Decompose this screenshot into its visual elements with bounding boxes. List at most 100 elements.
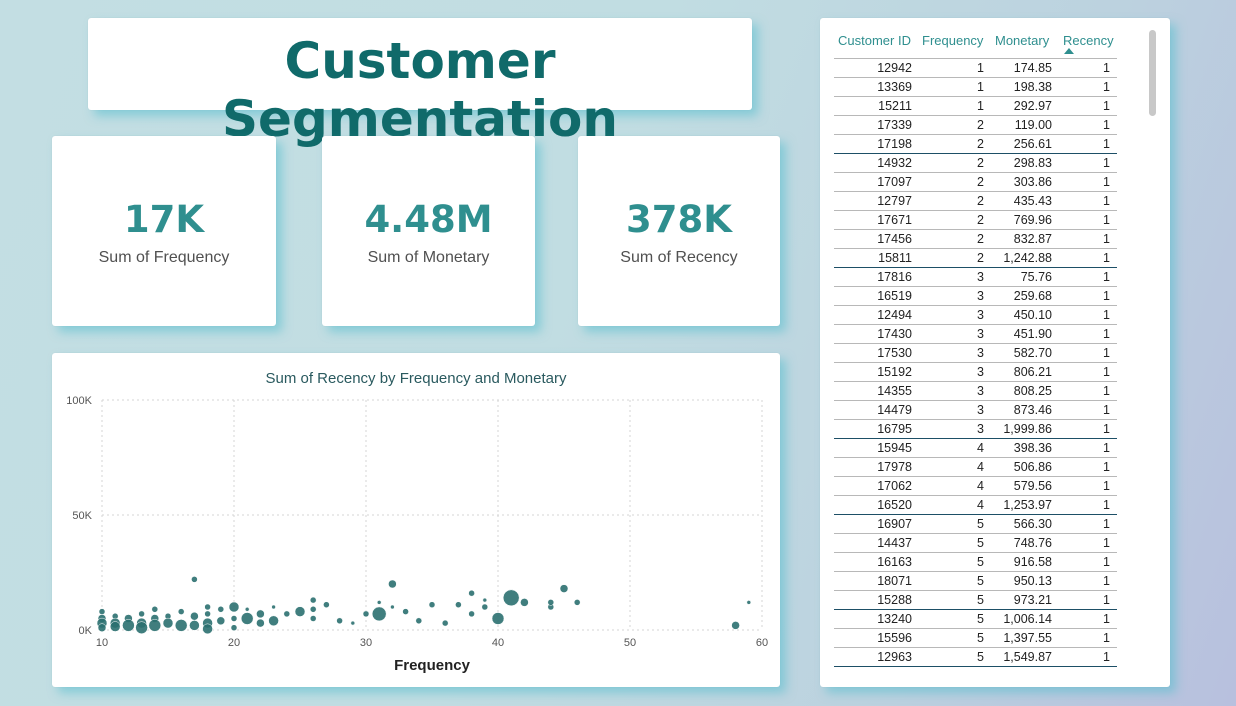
table-row[interactable]: 16907 5 566.30 1: [834, 515, 1117, 534]
scatter-point[interactable]: [151, 606, 159, 613]
scatter-point[interactable]: [502, 589, 520, 607]
scatter-point[interactable]: [376, 600, 382, 605]
table-row[interactable]: 17671 2 769.96 1: [834, 211, 1117, 230]
scatter-point[interactable]: [228, 601, 240, 613]
sort-ascending-icon[interactable]: [1064, 48, 1074, 54]
scatter-point[interactable]: [216, 616, 226, 626]
scatter-point[interactable]: [244, 607, 250, 612]
scatter-point[interactable]: [547, 599, 555, 606]
scatter-point[interactable]: [309, 596, 317, 604]
table-row[interactable]: 16163 5 916.58 1: [834, 553, 1117, 572]
table-row[interactable]: 12942 1 174.85 1: [834, 58, 1117, 78]
table-row[interactable]: 17456 2 832.87 1: [834, 230, 1117, 249]
scatter-point[interactable]: [388, 579, 397, 589]
table-row[interactable]: 15288 5 973.21 1: [834, 591, 1117, 610]
scatter-point[interactable]: [217, 606, 225, 613]
scatter-point[interactable]: [162, 617, 174, 629]
column-header-monetary[interactable]: Monetary: [995, 33, 1050, 48]
scatter-point[interactable]: [573, 599, 581, 606]
scatter-point[interactable]: [468, 610, 475, 618]
scatter-point[interactable]: [230, 615, 238, 622]
scatter-point[interactable]: [177, 608, 185, 615]
scatter-point[interactable]: [491, 612, 505, 625]
scatter-point[interactable]: [390, 604, 395, 610]
scatter-point[interactable]: [520, 598, 529, 607]
column-header-recency[interactable]: Recency: [1063, 33, 1114, 48]
scatter-point[interactable]: [230, 624, 238, 631]
scatter-point[interactable]: [455, 601, 462, 608]
column-header-customer-id[interactable]: Customer ID: [838, 33, 911, 48]
scatter-point[interactable]: [283, 610, 291, 618]
scatter-point[interactable]: [309, 606, 317, 613]
scatter-point[interactable]: [731, 621, 740, 630]
scatter-point[interactable]: [138, 610, 145, 618]
scatter-point[interactable]: [174, 619, 188, 632]
table-row[interactable]: 13240 5 1,006.14 1: [834, 610, 1117, 629]
scatter-point[interactable]: [256, 609, 265, 619]
table-row[interactable]: 17097 2 303.86 1: [834, 173, 1117, 192]
table-row[interactable]: 17339 2 119.00 1: [834, 116, 1117, 135]
table-row[interactable]: 16520 4 1,253.97 1: [834, 496, 1117, 515]
scatter-point[interactable]: [135, 621, 148, 634]
scatter-point[interactable]: [294, 606, 306, 617]
scatter-point[interactable]: [746, 600, 752, 605]
table-row[interactable]: 12494 3 450.10 1: [834, 306, 1117, 325]
scatter-chart-card[interactable]: Sum of Recency by Frequency and Monetary…: [52, 353, 780, 687]
scatter-point[interactable]: [204, 603, 211, 611]
table-row[interactable]: 17530 3 582.70 1: [834, 344, 1117, 363]
scatter-point[interactable]: [98, 608, 106, 615]
table-row[interactable]: 18071 5 950.13 1: [834, 572, 1117, 591]
column-header-frequency[interactable]: Frequency: [922, 33, 984, 48]
scatter-point[interactable]: [190, 611, 199, 621]
table-row[interactable]: 17430 3 451.90 1: [834, 325, 1117, 344]
table-row[interactable]: 16795 3 1,999.86 1: [834, 420, 1117, 439]
scatter-point[interactable]: [415, 617, 423, 625]
scatter-point[interactable]: [202, 623, 213, 635]
scatter-point[interactable]: [559, 584, 569, 593]
scatter-point[interactable]: [122, 619, 135, 632]
scatter-point[interactable]: [323, 601, 330, 608]
scatter-point[interactable]: [256, 618, 265, 628]
table-row[interactable]: 17198 2 256.61 1: [834, 135, 1117, 154]
scatter-point[interactable]: [371, 606, 387, 622]
table-row[interactable]: 15596 5 1,397.55 1: [834, 629, 1117, 648]
table-row[interactable]: 12963 5 1,549.87 1: [834, 648, 1117, 667]
scatter-point[interactable]: [268, 615, 279, 627]
table-row[interactable]: 13369 1 198.38 1: [834, 78, 1117, 97]
table-row[interactable]: 16519 3 259.68 1: [834, 287, 1117, 306]
scatter-point[interactable]: [309, 615, 317, 622]
scatter-point[interactable]: [191, 576, 198, 583]
table-row[interactable]: 14437 5 748.76 1: [834, 534, 1117, 553]
scatter-point[interactable]: [468, 589, 475, 597]
scatter-point[interactable]: [428, 601, 436, 608]
scatter-point[interactable]: [362, 610, 370, 618]
kpi-card-frequency[interactable]: 17K Sum of Frequency: [52, 136, 276, 326]
table-row[interactable]: 17978 4 506.86 1: [834, 458, 1117, 477]
table-row[interactable]: 17062 4 579.56 1: [834, 477, 1117, 496]
customer-table[interactable]: Customer ID Frequency Monetary Recency 1…: [820, 18, 1170, 687]
scatter-point[interactable]: [336, 617, 343, 625]
table-row[interactable]: 14355 3 808.25 1: [834, 382, 1117, 401]
scatter-point[interactable]: [441, 619, 449, 627]
table-row[interactable]: 15211 1 292.97 1: [834, 97, 1117, 116]
vertical-scrollbar[interactable]: [1149, 30, 1156, 116]
table-row[interactable]: 15945 4 398.36 1: [834, 439, 1117, 458]
scatter-point[interactable]: [189, 620, 200, 631]
table-row[interactable]: 12797 2 435.43 1: [834, 192, 1117, 211]
kpi-card-recency[interactable]: 378K Sum of Recency: [578, 136, 780, 326]
table-row[interactable]: 17816 3 75.76 1: [834, 268, 1117, 287]
scatter-point[interactable]: [271, 604, 276, 610]
scatter-chart[interactable]: Sum of Recency by Frequency and Monetary…: [52, 353, 780, 687]
scatter-point[interactable]: [148, 619, 162, 632]
scatter-point[interactable]: [204, 610, 211, 618]
scatter-point[interactable]: [402, 608, 409, 615]
scatter-point[interactable]: [350, 620, 356, 626]
table-row[interactable]: 15811 2 1,242.88 1: [834, 249, 1117, 268]
scatter-point[interactable]: [240, 612, 254, 625]
table-row[interactable]: 15192 3 806.21 1: [834, 363, 1117, 382]
scatter-point[interactable]: [97, 623, 107, 632]
table-row[interactable]: 14932 2 298.83 1: [834, 154, 1117, 173]
scatter-point[interactable]: [482, 597, 488, 603]
kpi-card-monetary[interactable]: 4.48M Sum of Monetary: [322, 136, 535, 326]
scatter-point[interactable]: [481, 603, 489, 611]
